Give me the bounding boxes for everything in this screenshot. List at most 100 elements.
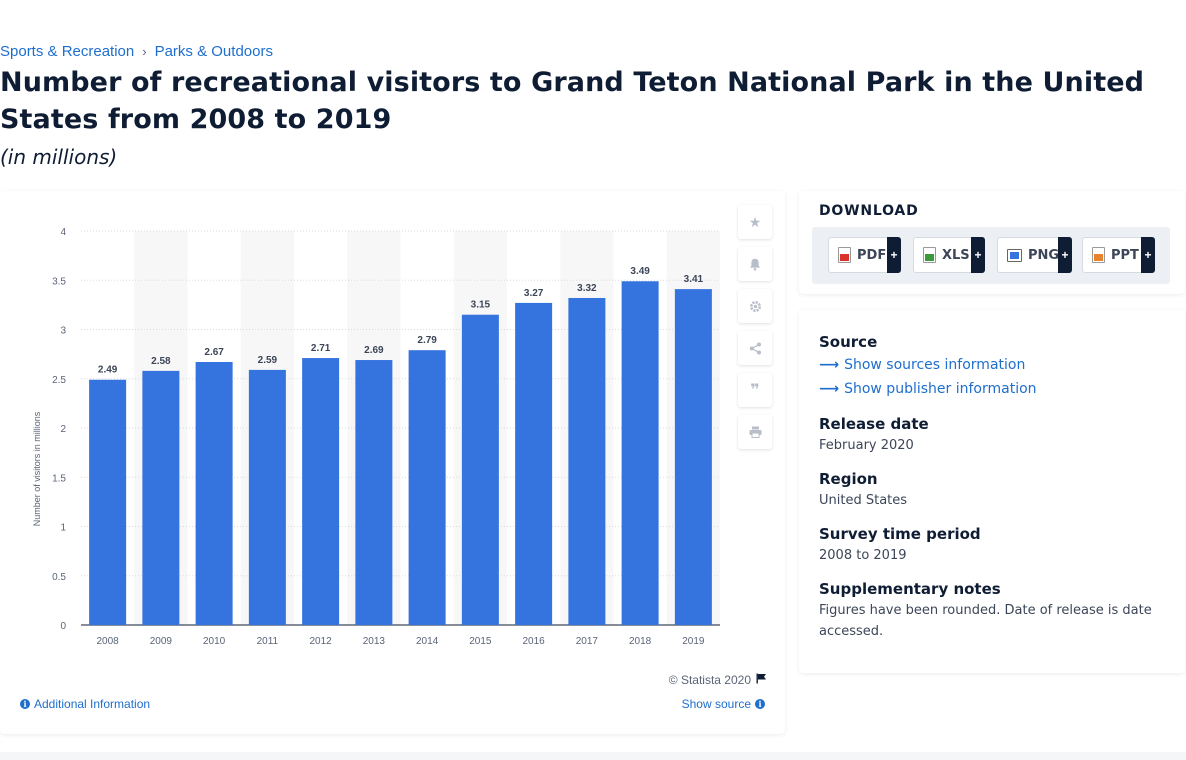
bar-chart: 0 0.5 1 1.5 2 2.5 3 3.5 4 Number of visitors in m… (32, 227, 720, 647)
survey-period-value: 2008 to 2019 (819, 548, 907, 563)
additional-information-link[interactable]: i Additional Information (20, 697, 150, 711)
bar (515, 302, 553, 625)
quote-icon[interactable]: ❞ (738, 373, 772, 407)
region-label: Region (819, 470, 878, 488)
pdf-file-icon (838, 247, 851, 263)
plus-icon: + (1141, 237, 1155, 273)
copyright: © Statista 2020 (669, 673, 767, 687)
y-tick-label: 0 (60, 621, 66, 632)
x-tick-label: 2018 (629, 636, 652, 647)
data-label: 2.69 (364, 345, 384, 356)
chart-card: 0 0.5 1 1.5 2 2.5 3 3.5 4 Number of visitors in m… (0, 191, 785, 734)
additional-information-label: Additional Information (34, 697, 151, 711)
show-sources-label: Show sources information (844, 357, 1026, 373)
page-subtitle: (in millions) (0, 145, 118, 169)
share-icon[interactable] (738, 331, 772, 365)
bar (142, 370, 180, 625)
copyright-text: © Statista 2020 (668, 673, 751, 687)
breadcrumb-parks-outdoors[interactable]: Parks & Outdoors (154, 43, 273, 60)
download-card: DOWNLOAD PDF + XLS + PNG + PPT + (799, 191, 1185, 294)
show-source-label: Show source (681, 697, 751, 711)
download-png-button[interactable]: PNG + (997, 237, 1072, 273)
bar (621, 281, 659, 625)
bar (461, 314, 499, 625)
data-label: 2.49 (98, 365, 118, 376)
bar (568, 297, 606, 625)
data-label: 2.58 (151, 356, 171, 367)
source-label: Source (819, 333, 878, 351)
page-title: Number of recreational visitors to Grand… (0, 67, 1145, 135)
plus-icon: + (887, 237, 901, 273)
x-tick-label: 2014 (416, 636, 439, 647)
breadcrumb: Sports & Recreation › Parks & Outdoors (0, 43, 273, 60)
download-pdf-label: PDF (857, 247, 887, 263)
show-publisher-link[interactable]: ⟶ Show publisher information (819, 381, 1037, 397)
release-date-label: Release date (819, 415, 929, 433)
chevron-right-icon: › (142, 44, 147, 59)
ppt-file-icon (1092, 247, 1105, 263)
flag-icon[interactable] (756, 673, 767, 687)
release-date-value: February 2020 (819, 438, 914, 453)
chart-toolbar: ★ ❞ (738, 205, 772, 457)
bar (89, 379, 127, 625)
y-tick-label: 4 (60, 227, 66, 238)
info-icon: i (755, 699, 765, 709)
bar (408, 350, 446, 625)
x-tick-label: 2009 (150, 636, 173, 647)
x-tick-label: 2008 (97, 636, 120, 647)
page-bottom-strip (0, 752, 1186, 760)
download-ppt-button[interactable]: PPT + (1082, 237, 1155, 273)
xls-file-icon (923, 247, 936, 263)
show-source-link[interactable]: Show source i (682, 697, 765, 711)
data-label: 2.79 (417, 335, 437, 346)
show-sources-link[interactable]: ⟶ Show sources information (819, 357, 1025, 373)
download-xls-label: XLS (942, 247, 970, 263)
download-ppt-label: PPT (1111, 247, 1139, 263)
bar (355, 360, 393, 625)
data-label: 3.27 (524, 288, 544, 299)
show-publisher-label: Show publisher information (844, 381, 1037, 397)
x-tick-label: 2016 (523, 636, 546, 647)
print-icon[interactable] (738, 415, 772, 449)
plus-icon: + (971, 237, 985, 273)
data-label: 2.71 (311, 343, 331, 354)
y-tick-label: 2 (60, 424, 66, 435)
gear-icon[interactable] (738, 289, 772, 323)
supplementary-notes-label: Supplementary notes (819, 580, 1001, 598)
info-icon: i (20, 699, 30, 709)
y-tick-label: 1 (60, 523, 66, 534)
download-png-label: PNG (1028, 247, 1060, 263)
arrow-right-icon: ⟶ (819, 381, 840, 397)
data-label: 3.41 (684, 274, 704, 285)
x-tick-label: 2010 (203, 636, 226, 647)
y-axis-label: Number of visitors in millions (32, 411, 42, 526)
x-tick-label: 2017 (576, 636, 599, 647)
region-value: United States (819, 493, 908, 508)
bar (195, 362, 233, 625)
y-tick-label: 3 (60, 326, 66, 337)
x-tick-label: 2015 (469, 636, 492, 647)
bell-icon[interactable] (738, 247, 772, 281)
statistic-details-card: Source ⟶ Show sources information ⟶ Show… (799, 310, 1185, 673)
star-icon[interactable]: ★ (738, 205, 772, 239)
data-label: 3.15 (471, 300, 491, 311)
data-label: 3.49 (630, 266, 650, 277)
data-label: 3.32 (577, 283, 597, 294)
bar (674, 289, 712, 625)
supplementary-notes-value: Figures have been rounded. Date of relea… (819, 603, 1152, 639)
download-bar: PDF + XLS + PNG + PPT + (812, 227, 1170, 284)
breadcrumb-sports-recreation[interactable]: Sports & Recreation (0, 43, 135, 60)
download-xls-button[interactable]: XLS + (913, 237, 985, 273)
arrow-right-icon: ⟶ (819, 357, 840, 373)
y-tick-label: 0.5 (52, 572, 66, 583)
bar (302, 358, 340, 625)
y-tick-label: 3.5 (52, 276, 66, 287)
y-tick-label: 2.5 (52, 375, 66, 386)
download-pdf-button[interactable]: PDF + (828, 237, 901, 273)
y-tick-label: 1.5 (52, 473, 66, 484)
x-tick-label: 2019 (682, 636, 705, 647)
download-title: DOWNLOAD (819, 203, 919, 219)
png-file-icon (1007, 248, 1022, 262)
x-tick-label: 2013 (363, 636, 386, 647)
data-label: 2.67 (204, 347, 224, 358)
